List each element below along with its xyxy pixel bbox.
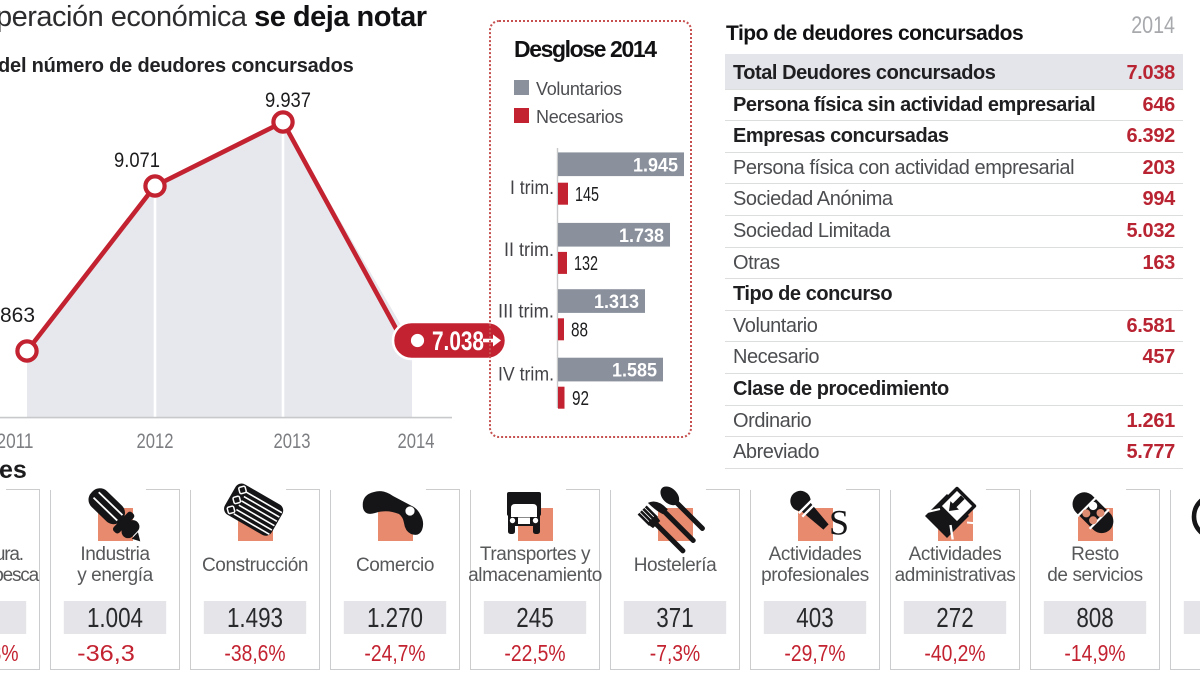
svg-text:S: S bbox=[829, 503, 849, 543]
svg-text:145: 145 bbox=[575, 184, 599, 206]
svg-text:2011: 2011 bbox=[0, 430, 34, 453]
svg-text:9.937: 9.937 bbox=[265, 89, 311, 112]
svg-text:1.738: 1.738 bbox=[619, 226, 664, 247]
svg-text:II trim.: II trim. bbox=[504, 240, 554, 261]
svg-text:1.585: 1.585 bbox=[612, 361, 657, 382]
svg-text:88: 88 bbox=[571, 320, 588, 342]
svg-text:7.038: 7.038 bbox=[432, 326, 484, 356]
svg-text:2012: 2012 bbox=[137, 430, 174, 453]
svg-text:1.313: 1.313 bbox=[594, 292, 639, 313]
svg-text:1.945: 1.945 bbox=[633, 156, 678, 177]
svg-text:III trim.: III trim. bbox=[498, 301, 554, 322]
svg-text:I trim.: I trim. bbox=[510, 178, 554, 199]
svg-text:2014: 2014 bbox=[398, 430, 435, 453]
svg-text:2013: 2013 bbox=[274, 430, 311, 453]
svg-text:92: 92 bbox=[572, 388, 589, 410]
svg-text:IV trim.: IV trim. bbox=[498, 365, 554, 386]
svg-text:9.071: 9.071 bbox=[114, 149, 160, 172]
svg-text:863: 863 bbox=[0, 304, 35, 327]
svg-text:132: 132 bbox=[574, 253, 598, 275]
